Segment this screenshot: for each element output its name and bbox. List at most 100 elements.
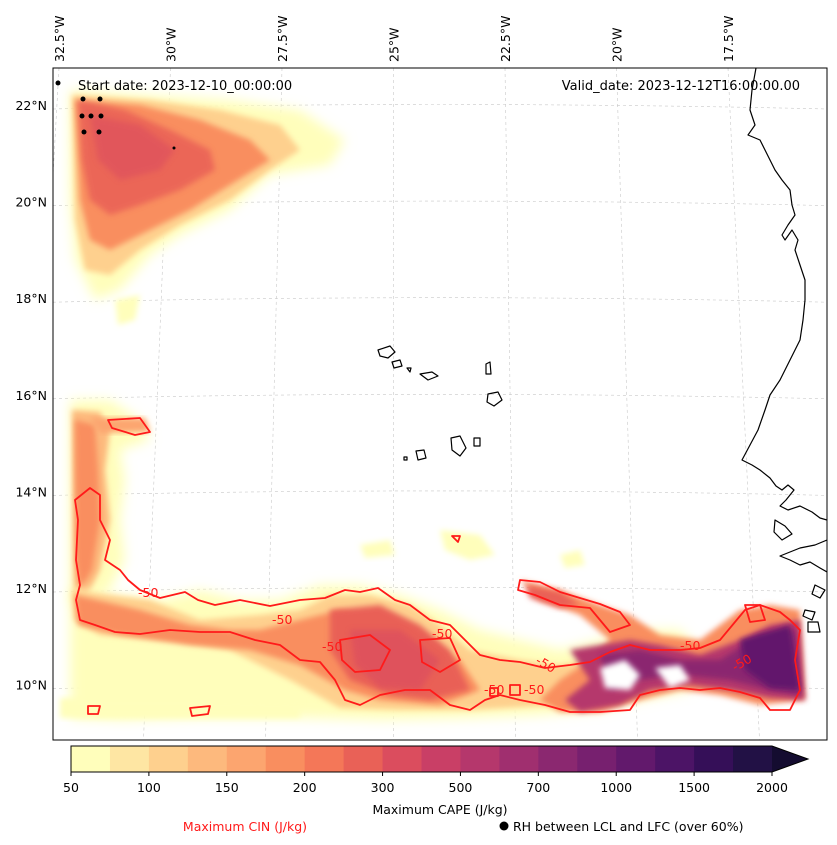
y-tick-label: 10°N [15, 678, 47, 693]
cape-verde-island [406, 367, 412, 373]
parallel-gridline [53, 394, 827, 400]
colorbar-segment [226, 746, 267, 772]
y-tick-label: 20°N [15, 195, 47, 210]
cape-verde-island [415, 449, 427, 461]
meridian-gridline [504, 68, 516, 740]
cin-labels: -50 -50 -50 -50 -50 -50 -50 -50 -50 [138, 585, 754, 697]
cape-field [60, 90, 805, 720]
colorbar-segment [71, 746, 111, 772]
colorbar-segment [655, 746, 695, 772]
colorbar-tick-label: 1000 [600, 780, 632, 795]
cin-contour [744, 604, 766, 623]
colorbar-tick-label: 50 [63, 780, 79, 795]
x-tick-label: 20°W [610, 27, 625, 62]
rh-dot [80, 96, 86, 102]
cin-contour-label: -50 [484, 682, 504, 697]
colorbar-segment [109, 746, 150, 772]
colorbar-segment [538, 746, 578, 772]
x-tick-label: 27.5°W [275, 16, 290, 62]
colorbar-segment [499, 746, 539, 772]
colorbar-tick-label: 2000 [756, 780, 788, 795]
cape-region-southern-band [60, 530, 700, 720]
cape-region-southeast [520, 580, 805, 712]
cape-verde-island [391, 359, 403, 369]
cin-contour-label: -50 [322, 639, 342, 654]
colorbar-segment [421, 746, 461, 772]
valid-date-label: Valid_date: 2023-12-12T16:00:00.00 [562, 79, 800, 94]
parallel-gridline [53, 490, 827, 496]
cin-contour [489, 687, 499, 697]
cape-verde-island [473, 437, 481, 447]
cape-verde-island [377, 345, 396, 359]
rh-dot [96, 129, 102, 135]
colorbar-segment [577, 746, 617, 772]
y-tick-label: 16°N [15, 388, 47, 403]
colorbar-tick-label: 700 [526, 780, 550, 795]
rh-dot [98, 113, 104, 119]
rh-markers [55, 80, 176, 150]
coastlines [377, 68, 827, 633]
colorbar-tick-label: 200 [293, 780, 317, 795]
rh-dot [55, 80, 61, 86]
cin-contour [517, 579, 631, 633]
parallel-gridline [53, 297, 827, 303]
x-tick-label: 30°W [164, 27, 179, 62]
cin-contour [74, 487, 801, 713]
colorbar-segment [733, 746, 773, 772]
colorbar-tick-label: 1500 [678, 780, 710, 795]
colorbar-segment [460, 746, 500, 772]
y-tick-label: 22°N [15, 98, 47, 113]
cin-contour-label: -50 [524, 682, 544, 697]
x-tick-label: 22.5°W [498, 16, 513, 62]
colorbar-tick-label: 300 [371, 780, 395, 795]
colorbar-label: Maximum CAPE (J/kg) [372, 802, 507, 817]
rh-dot [172, 146, 176, 150]
cape-verde-island [485, 361, 492, 375]
cin-contour [339, 634, 391, 673]
colorbar-segment [265, 746, 306, 772]
colorbar-tick-label: 500 [449, 780, 473, 795]
cin-legend-label: Maximum CIN (J/kg) [183, 819, 307, 834]
x-tick-label: 32.5°W [52, 16, 67, 62]
colorbar: 50 100 150 200 300 500 700 1000 1500 2000 [63, 745, 810, 795]
colorbar-segment [148, 746, 189, 772]
colorbar-segment [304, 746, 345, 772]
map-border [52, 67, 828, 741]
cin-contour [107, 417, 151, 436]
cin-contours [74, 417, 801, 717]
x-tick-labels: 32.5°W 30°W 27.5°W 25°W 22.5°W 20°W 17.5°W [52, 16, 736, 62]
colorbar-segment [382, 746, 422, 772]
rh-dot [88, 113, 94, 119]
cape-verde-island [486, 391, 503, 407]
colorbar-border [70, 745, 810, 773]
colorbar-extension-arrow [772, 746, 808, 772]
rh-legend-label: RH between LCL and LFC (over 60%) [513, 819, 743, 834]
x-tick-label: 17.5°W [721, 16, 736, 62]
cape-region-northwest [70, 90, 345, 325]
cin-contour [189, 705, 211, 717]
coast-line [773, 519, 793, 541]
y-tick-label: 14°N [15, 484, 47, 499]
cin-contour [419, 637, 461, 673]
cin-contour-label: -50 [680, 638, 700, 653]
cin-contour-label: -50 [138, 585, 158, 600]
colorbar-tick-label: 150 [215, 780, 239, 795]
africa-coastline-south [779, 539, 827, 573]
colorbar-segment [616, 746, 656, 772]
cape-region-west-coast [70, 400, 150, 610]
coast-island [811, 584, 826, 599]
colorbar-segment [343, 746, 384, 772]
colorbar-segment [694, 746, 734, 772]
x-tick-label: 25°W [387, 27, 402, 62]
coast-island [802, 609, 816, 621]
rh-dot [79, 113, 85, 119]
cin-contour-label: -50 [432, 626, 452, 641]
cin-contour [509, 684, 521, 696]
start-date-label: Start date: 2023-12-10_00:00:00 [78, 79, 292, 94]
coast-island [807, 621, 821, 633]
parallel-gridline [53, 587, 827, 593]
y-tick-labels: 22°N 20°N 18°N 16°N 14°N 12°N 10°N [15, 98, 47, 693]
colorbar-tick-label: 100 [137, 780, 161, 795]
cape-verde-island [419, 371, 439, 381]
